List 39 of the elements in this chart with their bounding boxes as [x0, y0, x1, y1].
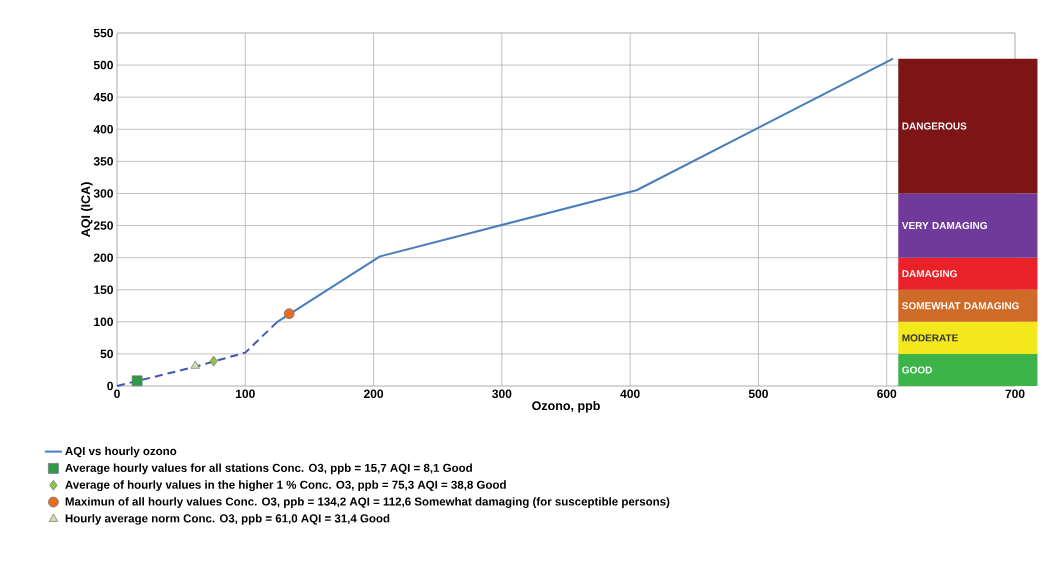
legend-label: Average of hourly values in the higher 1 % Conc. O3, ppb = 75,3 AQI = 38,8 Good [65, 480, 506, 492]
band-label: GOOD [902, 366, 932, 374]
line-series [276, 57, 895, 323]
point [131, 375, 143, 387]
y-tick-label: 150 [94, 285, 113, 294]
y-tick-label: 350 [93, 157, 113, 166]
band-label: VERY DAMAGING [901, 222, 987, 230]
x-tick-label: 0 [114, 389, 120, 399]
band-label: MODERATE [902, 334, 958, 342]
x-tick-label: 200 [363, 389, 384, 399]
y-tick-label: 50 [100, 349, 113, 359]
line-series [116, 320, 279, 387]
band-label: DAMAGING [902, 270, 957, 278]
x-tick-label: 300 [492, 389, 512, 399]
legend-label: Maximun of all hourly values Conc. O3, ppb = 134,2 AQI = 112,6 Somewhat damaging (for susceptible persons) [65, 497, 670, 508]
y-tick-label: 250 [93, 221, 113, 230]
y-tick-label: 500 [93, 60, 113, 70]
y-axis-title: AQI (ICA) [80, 182, 93, 237]
y-tick-label: 100 [94, 317, 113, 327]
y-tick-label: 400 [93, 125, 113, 134]
point [283, 308, 295, 320]
band-label: DANGEROUS [902, 122, 967, 130]
x-tick-label: 500 [748, 389, 768, 399]
band-label: SOMEWHAT DAMAGING [902, 302, 1019, 310]
legend-label: Hourly average norm Conc. O3, ppb = 61,0 AQI = 31,4 Good [65, 514, 390, 525]
y-tick-label: 450 [93, 92, 113, 102]
legend-label: AQI vs hourly ozono [65, 446, 177, 458]
y-tick-label: 550 [93, 28, 113, 38]
x-tick-label: 400 [620, 389, 640, 399]
legend-label: Average hourly values for all stations Conc. O3, ppb = 15,7 AQI = 8,1 Good [65, 463, 472, 475]
x-tick-label: 700 [1005, 389, 1025, 399]
x-tick-label: 100 [236, 389, 255, 399]
x-axis-title: Ozono, ppb [532, 400, 600, 413]
y-tick-label: 200 [93, 253, 113, 262]
x-tick-label: 600 [877, 389, 897, 399]
y-tick-label: 0 [107, 381, 113, 391]
point [190, 360, 200, 369]
point [209, 355, 218, 367]
y-tick-label: 300 [93, 189, 113, 198]
